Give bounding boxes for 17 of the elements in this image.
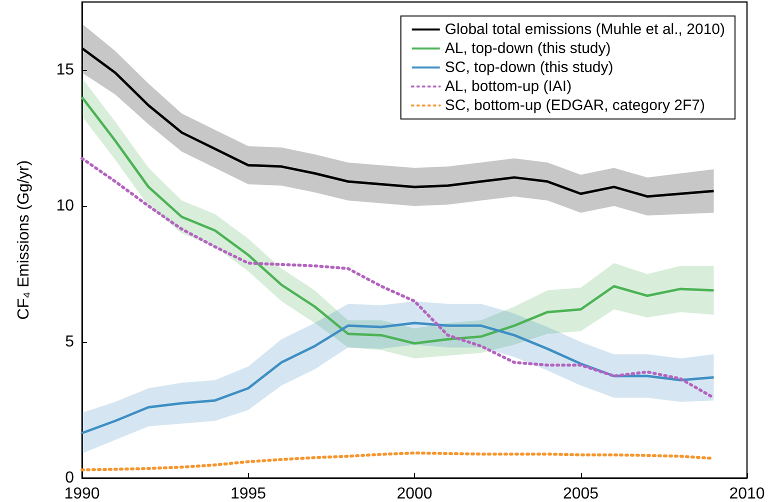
x-tick-label: 1990: [64, 486, 100, 502]
legend-label: AL, top-down (this study): [444, 40, 611, 57]
y-tick-label: 15: [56, 62, 74, 78]
line-series: [80, 156, 716, 400]
x-tick-label: 2010: [729, 486, 765, 502]
y-tick-label: 0: [65, 470, 74, 486]
y-tick-label: 10: [56, 198, 74, 214]
line-series: [80, 322, 715, 434]
legend-label: AL, bottom-up (IAI): [444, 78, 572, 95]
legend-label: SC, top-down (this study): [444, 59, 614, 76]
x-tick-label: 2000: [396, 486, 432, 502]
x-tick-label: 2005: [562, 486, 599, 502]
x-tick-label: 1995: [230, 486, 266, 502]
y-axis-title: CF₄ Emissions (Gg/yr): [16, 160, 32, 320]
y-tick-label: 5: [65, 334, 74, 350]
legend-label: Global total emissions (Muhle et al., 2010): [444, 21, 726, 38]
legend-label: SC, bottom-up (EDGAR, category 2F7): [444, 97, 705, 114]
